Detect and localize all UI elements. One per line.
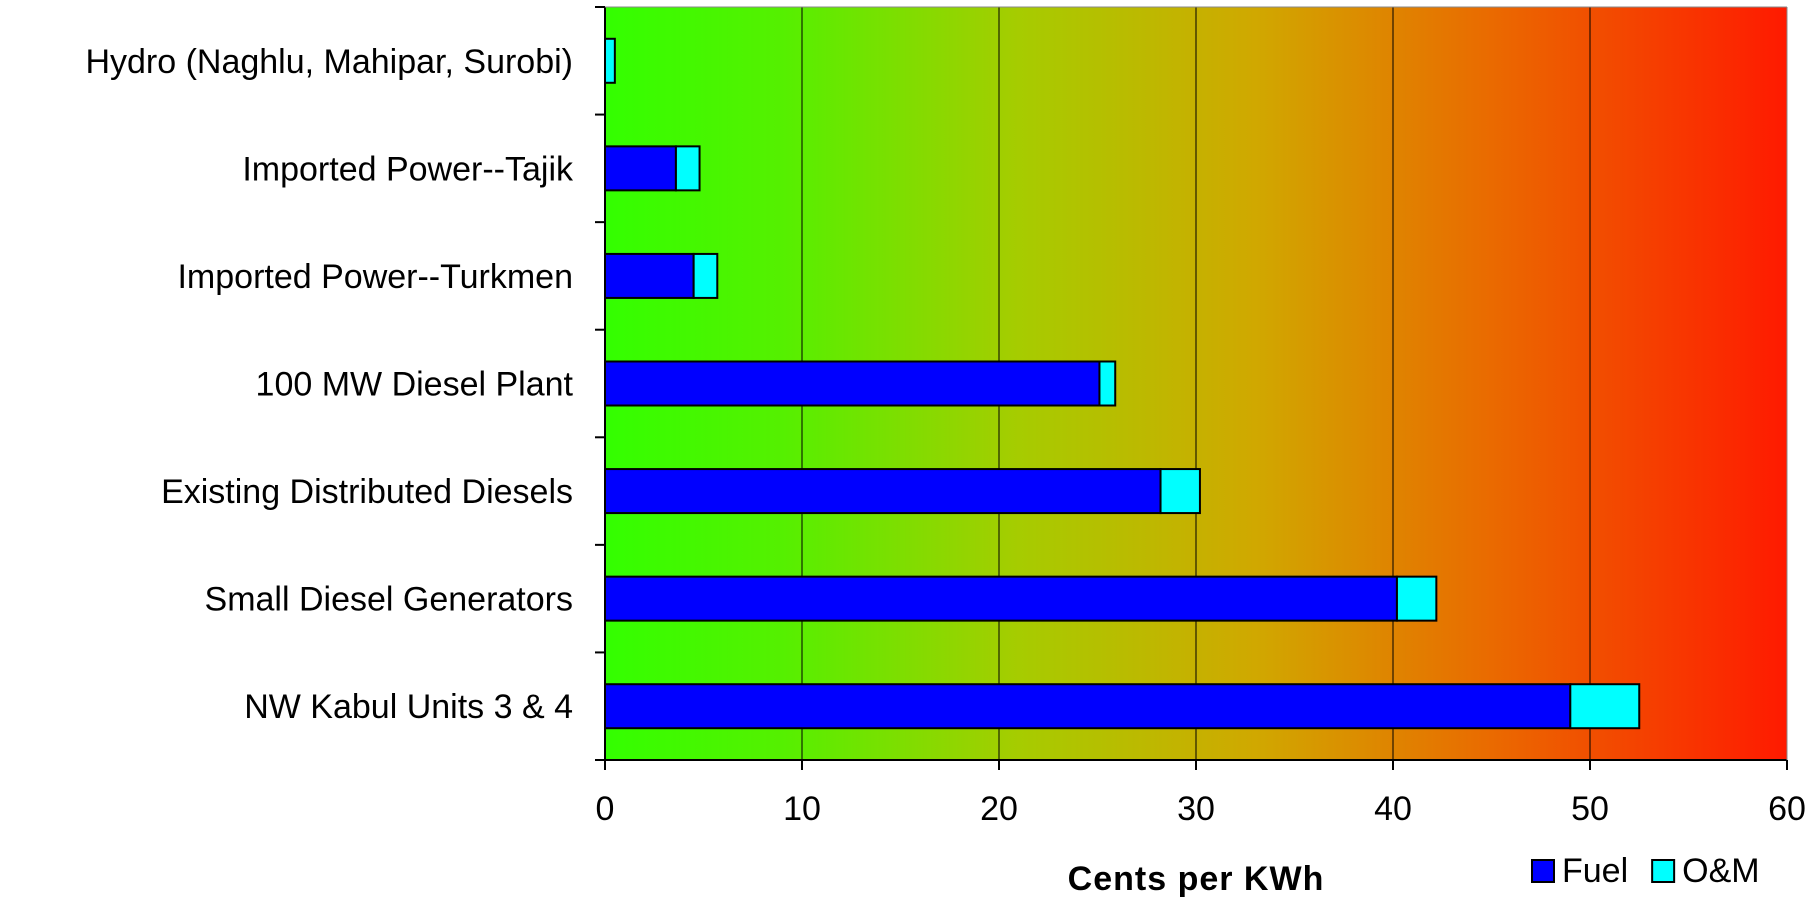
bar-fuel [604,360,1101,407]
category-label: Small Diesel Generators [205,581,573,619]
bar-fuel [604,575,1398,622]
bar-o-m [692,252,719,299]
x-tick-label: 50 [1571,790,1609,828]
bar-o-m [1569,683,1641,730]
bar-fuel [604,468,1162,515]
bar-o-m [1159,468,1201,515]
bar-o-m [1098,360,1117,407]
category-label: Imported Power--Turkmen [177,258,573,296]
bar-o-m [1395,575,1438,622]
axes [595,6,1788,770]
legend-swatch [1651,859,1676,883]
x-axis-title: Cents per KWh [1068,860,1325,898]
category-labels: Hydro (Naghlu, Mahipar, Surobi) Imported … [85,43,574,726]
bar-o-m [674,145,701,192]
x-tick-label: 20 [980,790,1018,828]
category-label: 100 MW Diesel Plant [256,366,574,404]
category-label: Hydro (Naghlu, Mahipar, Surobi) [85,43,573,81]
legend: Fuel O&M [1531,852,1760,890]
category-label: NW Kabul Units 3 & 4 [244,688,573,726]
x-tick-label: 0 [596,790,615,828]
x-tick-label: 10 [783,790,821,828]
legend-label: Fuel [1562,852,1628,890]
bar-o-m [604,37,616,84]
bar-fuel [604,145,677,192]
x-tick-label: 60 [1768,790,1806,828]
legend-label: O&M [1682,852,1759,890]
x-tick-label: 30 [1177,790,1215,828]
bar-fuel [604,683,1572,730]
legend-swatch [1531,859,1555,883]
x-tick-label: 40 [1374,790,1412,828]
bars [604,37,1641,730]
category-label: Imported Power--Tajik [242,150,574,188]
category-label: Existing Distributed Diesels [161,473,573,511]
bar-fuel [604,252,695,299]
x-tick-labels: 0 10 20 30 40 50 60 [596,790,1806,828]
